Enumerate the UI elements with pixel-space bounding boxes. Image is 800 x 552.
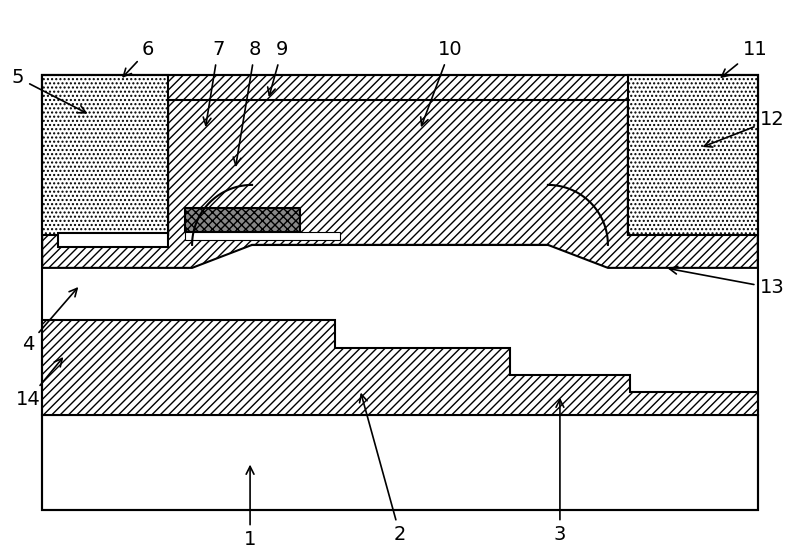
Polygon shape <box>42 100 758 268</box>
Text: 13: 13 <box>670 266 784 298</box>
Text: 5: 5 <box>12 68 86 113</box>
Bar <box>185 232 340 240</box>
Text: 4: 4 <box>22 288 77 354</box>
Text: 6: 6 <box>123 40 154 77</box>
Text: 1: 1 <box>244 466 256 549</box>
Bar <box>42 415 758 509</box>
Polygon shape <box>42 320 758 415</box>
Bar <box>58 233 168 247</box>
Text: 2: 2 <box>359 394 406 544</box>
Text: 10: 10 <box>421 40 462 126</box>
Text: 12: 12 <box>704 110 784 147</box>
Bar <box>42 75 168 235</box>
Bar <box>42 75 758 509</box>
Text: 9: 9 <box>268 40 288 95</box>
Text: 11: 11 <box>722 40 767 77</box>
Text: 14: 14 <box>16 358 62 410</box>
Text: 8: 8 <box>234 40 262 166</box>
Text: 3: 3 <box>554 400 566 544</box>
Text: 7: 7 <box>203 40 224 125</box>
Bar <box>185 208 300 232</box>
Bar <box>628 75 758 235</box>
Bar <box>42 75 758 100</box>
